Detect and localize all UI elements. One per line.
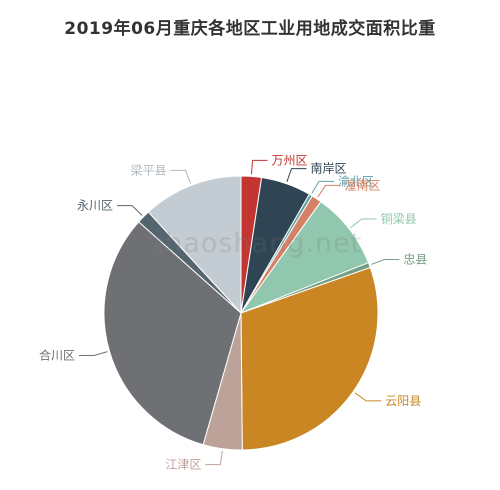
slice-label-0: 万州区 xyxy=(272,153,308,167)
leader-line-5 xyxy=(371,259,400,265)
slice-label-2: 渝北区 xyxy=(338,173,374,188)
leader-line-10 xyxy=(170,169,192,184)
pie-slice-8[interactable] xyxy=(103,221,242,446)
slice-label-8: 合川区 xyxy=(39,347,75,362)
leader-line-3 xyxy=(317,184,341,198)
leader-line-2 xyxy=(311,180,334,194)
slice-label-7: 江津区 xyxy=(165,458,201,472)
slice-label-10: 梁平县 xyxy=(131,162,167,177)
slice-label-3: 潼南区 xyxy=(344,177,380,192)
slice-label-5: 忠县 xyxy=(403,253,427,267)
leader-line-9 xyxy=(117,205,143,216)
slice-label-6: 云阳县 xyxy=(385,394,421,408)
leader-line-4 xyxy=(350,218,377,228)
pie-slice-10[interactable] xyxy=(147,175,242,315)
pie-slice-6[interactable] xyxy=(240,266,379,451)
pie-slice-4[interactable] xyxy=(239,201,370,315)
slice-label-1: 南岸区 xyxy=(311,161,347,176)
leader-line-0 xyxy=(250,159,268,175)
leader-line-1 xyxy=(286,168,307,182)
chart-title: 2019年06月重庆各地区工业用地成交面积比重 xyxy=(64,19,436,39)
leader-line-8 xyxy=(79,351,108,356)
leader-line-6 xyxy=(354,392,382,402)
leader-line-7 xyxy=(205,450,223,466)
slice-label-4: 铜梁县 xyxy=(381,211,417,226)
slice-label-9: 永川区 xyxy=(77,199,113,213)
